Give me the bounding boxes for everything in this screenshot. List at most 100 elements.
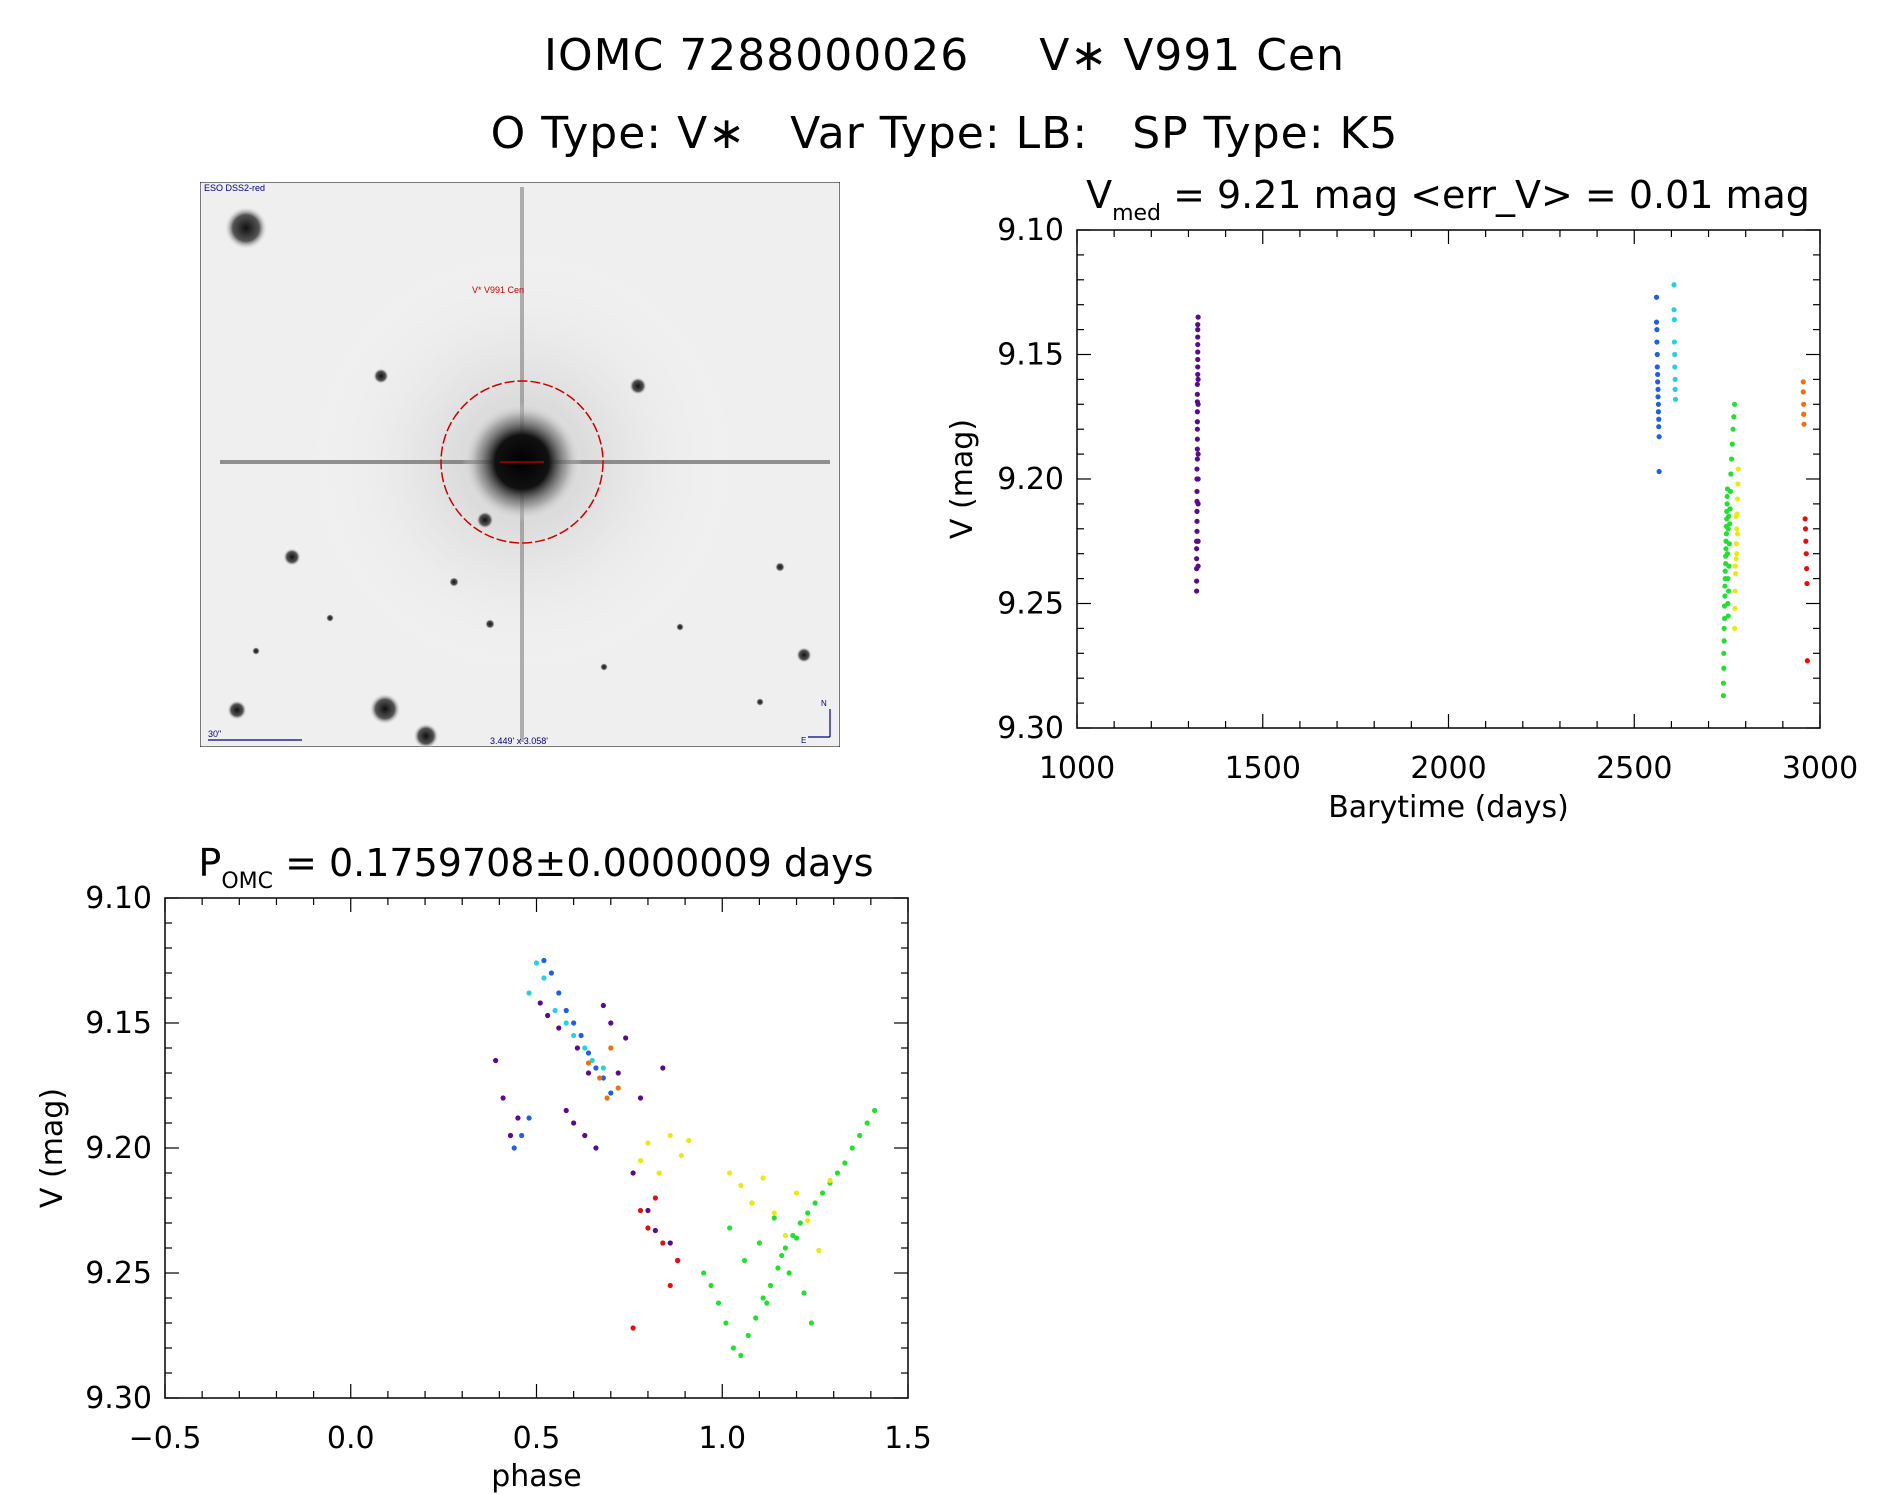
series-2 [526, 960, 606, 1071]
data-point [1653, 294, 1660, 300]
data-point [1802, 526, 1809, 532]
y-tick-label: 9.20 [997, 462, 1064, 497]
data-point [511, 1145, 517, 1151]
data-point [541, 975, 547, 981]
series-5 [1800, 379, 1807, 427]
bright-star-corner [224, 206, 268, 250]
data-point [1656, 424, 1662, 430]
data-point [656, 1170, 662, 1176]
data-point [738, 1352, 744, 1359]
target-aperture-circle [440, 380, 604, 544]
data-point [1724, 501, 1730, 507]
data-point [1654, 327, 1660, 333]
field-star [600, 663, 608, 671]
series-1 [1653, 294, 1662, 475]
data-point [645, 1140, 651, 1146]
data-point [686, 1137, 692, 1144]
field-star [252, 647, 260, 655]
data-point [1656, 468, 1662, 475]
data-point [756, 1240, 763, 1246]
data-point [615, 1085, 621, 1091]
data-point [745, 1332, 751, 1339]
data-point [600, 1065, 606, 1071]
data-point [1733, 571, 1739, 577]
data-point [775, 1265, 781, 1271]
data-point [515, 1115, 521, 1121]
scale-label: 30" [208, 729, 221, 739]
data-point [600, 1075, 606, 1081]
target-label: V* V991 Cen [472, 285, 524, 295]
data-point [1194, 391, 1200, 397]
data-point [782, 1232, 789, 1239]
series-5 [585, 1045, 621, 1101]
data-point [1728, 456, 1735, 462]
series-2 [1671, 282, 1679, 402]
data-point [708, 1282, 714, 1289]
data-point [1734, 531, 1741, 537]
data-point [667, 1240, 673, 1246]
data-point [1195, 538, 1201, 544]
data-point [805, 1217, 811, 1224]
data-point [749, 1200, 755, 1206]
data-point [1194, 436, 1200, 442]
y-tick-label: 9.10 [85, 881, 152, 916]
data-point [1727, 488, 1734, 495]
data-point [849, 1145, 855, 1151]
chart-title: POMC = 0.1759708±0.0000009 days [198, 841, 873, 894]
field-star [373, 368, 389, 384]
x-tick-label: 0.5 [513, 1421, 561, 1456]
data-point [1195, 563, 1201, 569]
data-point [1654, 339, 1660, 345]
data-point [1725, 613, 1731, 619]
data-point [864, 1120, 870, 1126]
data-point [760, 1295, 766, 1301]
data-point [652, 1227, 658, 1234]
y-tick-label: 9.20 [85, 1131, 152, 1166]
data-point [1195, 314, 1201, 320]
data-point [1194, 456, 1200, 462]
data-point [1721, 665, 1727, 671]
data-point [1732, 588, 1738, 594]
data-point [797, 1220, 803, 1226]
data-point [1732, 605, 1738, 612]
data-point [786, 1270, 792, 1276]
data-point [1721, 638, 1727, 644]
data-point [1720, 693, 1727, 699]
data-point [771, 1210, 777, 1216]
data-point [637, 1157, 644, 1164]
y-tick-label: 9.15 [85, 1006, 152, 1041]
data-point [1195, 451, 1201, 457]
data-point [1734, 526, 1740, 532]
variability-type: Var Type: LB: [790, 108, 1089, 159]
data-point [808, 1320, 815, 1326]
x-tick-label: 1000 [1039, 751, 1115, 786]
data-point [548, 970, 554, 976]
data-point [1655, 394, 1661, 400]
data-point [1804, 658, 1810, 664]
data-point [1194, 588, 1200, 594]
data-point [1801, 401, 1807, 407]
data-point [593, 1065, 599, 1071]
field-star [756, 698, 764, 706]
data-point [1195, 322, 1201, 328]
data-point [1725, 526, 1731, 532]
data-point [1725, 576, 1731, 582]
header-line-1: IOMC 7288000026 V∗ V991 Cen [0, 30, 1889, 81]
data-point [1722, 568, 1728, 574]
data-point [637, 1207, 644, 1214]
data-point [571, 1032, 577, 1039]
series-1 [511, 957, 614, 1151]
field-star [676, 623, 684, 631]
data-point [1195, 364, 1201, 370]
chart-title: Vmed = 9.21 mag <err_V> = 0.01 mag [1086, 173, 1810, 226]
data-point [507, 1132, 514, 1139]
data-point [805, 1210, 811, 1216]
data-point [1803, 538, 1809, 544]
data-point [1656, 434, 1662, 440]
data-point [637, 1095, 644, 1101]
finder-chart: ESO DSS2-red V* V991 Cen 30" 3.449' x 3.… [200, 182, 840, 747]
data-point [1720, 680, 1727, 686]
field-star [449, 577, 459, 587]
data-point [1194, 419, 1200, 425]
data-point [753, 1315, 759, 1321]
